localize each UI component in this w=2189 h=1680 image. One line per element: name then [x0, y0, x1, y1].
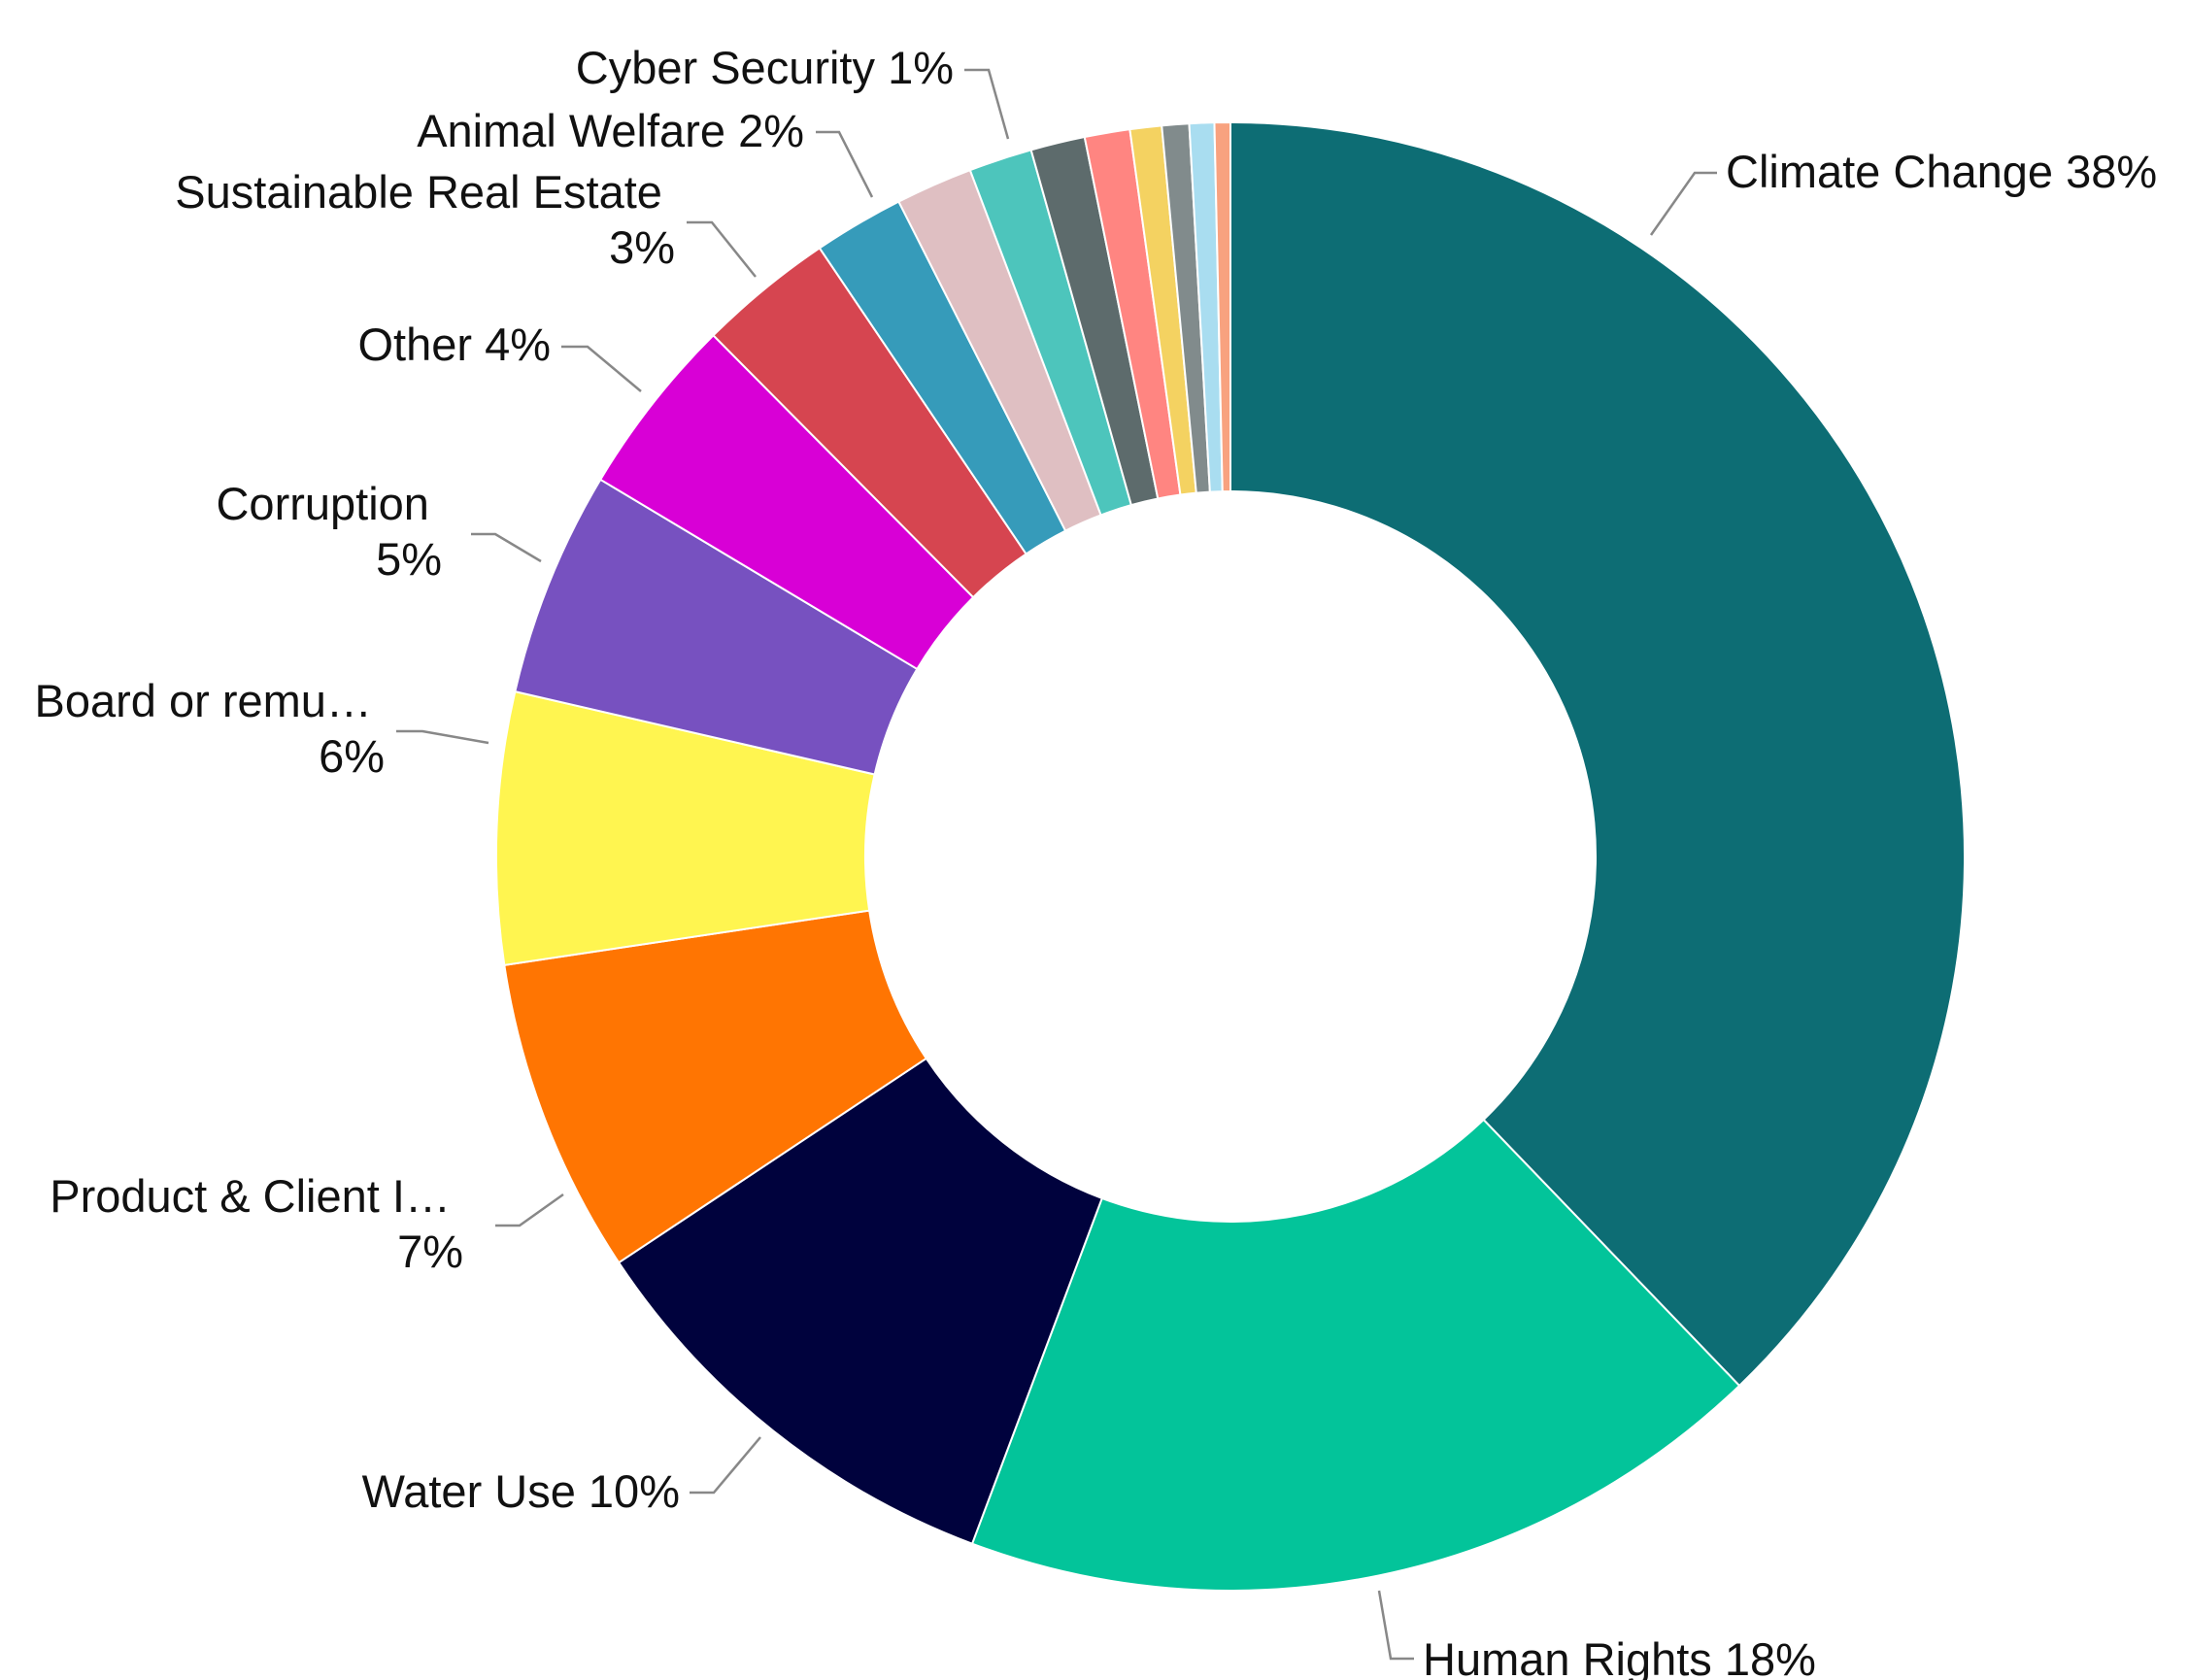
label-board-remuneration: Board or remu… 6%	[35, 675, 385, 782]
leader-climate-change	[1649, 171, 1717, 236]
leader-lines	[396, 68, 1717, 1661]
label-product-client-name: Product & Client I…	[50, 1170, 451, 1222]
label-cyber-security: Cyber Security 1%	[576, 42, 954, 93]
label-cyber-security-name: Cyber Security	[576, 42, 876, 93]
leader-product-client	[495, 1193, 564, 1227]
label-water-use-name: Water Use	[362, 1465, 576, 1517]
leader-cyber-security	[964, 68, 1010, 140]
label-corruption-pct: 5%	[376, 533, 442, 585]
leader-corruption	[471, 532, 542, 563]
slice-human-rights	[970, 1118, 1741, 1592]
label-other: Other 4%	[357, 319, 551, 370]
label-product-client-pct: 7%	[397, 1226, 463, 1277]
leader-sustainable-real-estate	[687, 220, 757, 278]
label-product-client: Product & Client I… 7%	[50, 1170, 463, 1277]
leader-human-rights	[1377, 1590, 1414, 1661]
label-climate-change-pct: 38%	[2066, 146, 2157, 197]
label-other-pct: 4%	[485, 319, 551, 370]
label-sustainable-real-estate-pct: 3%	[609, 221, 675, 273]
label-animal-welfare-pct: 2%	[738, 105, 804, 156]
label-corruption: Corruption 5%	[216, 478, 442, 585]
labels-group: Climate Change 38% Human Rights 18% Wate…	[35, 42, 2158, 1680]
label-water-use-pct: 10%	[589, 1465, 680, 1517]
label-sustainable-real-estate-name: Sustainable Real Estate	[175, 166, 662, 218]
label-human-rights-pct: 18%	[1725, 1633, 1816, 1680]
label-cyber-security-pct: 1%	[888, 42, 954, 93]
label-human-rights-name: Human Rights	[1423, 1633, 1712, 1680]
label-corruption-name: Corruption	[216, 478, 428, 529]
slice-minor-16	[1213, 120, 1231, 493]
label-water-use: Water Use 10%	[362, 1465, 680, 1517]
label-animal-welfare-name: Animal Welfare	[417, 105, 725, 156]
leader-animal-welfare	[816, 130, 874, 198]
label-board-remuneration-name: Board or remu…	[35, 675, 372, 726]
leader-water-use	[690, 1436, 761, 1495]
label-climate-change-name: Climate Change	[1726, 146, 2053, 197]
label-board-remuneration-pct: 6%	[319, 730, 385, 782]
label-other-name: Other	[357, 319, 472, 370]
slice-water-use	[617, 1057, 1104, 1545]
label-climate-change: Climate Change 38%	[1726, 146, 2157, 197]
label-human-rights: Human Rights 18%	[1423, 1633, 1816, 1680]
leader-other	[561, 345, 642, 392]
label-sustainable-real-estate: Sustainable Real Estate 3%	[175, 166, 675, 273]
leader-board-remuneration	[396, 729, 489, 745]
label-animal-welfare: Animal Welfare 2%	[417, 105, 804, 156]
slice-climate-change	[1229, 120, 1966, 1388]
slices-group	[495, 120, 1966, 1592]
